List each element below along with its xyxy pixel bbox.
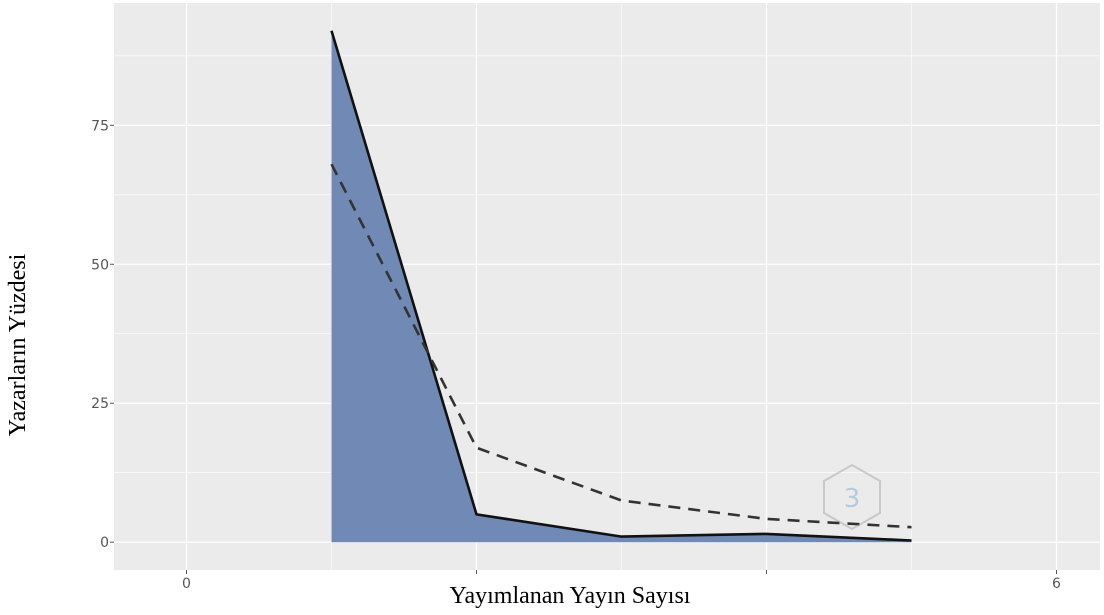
plot-panel: [114, 3, 1100, 570]
y-tick-label: 0: [100, 535, 109, 551]
y-axis-ticks: 0 25 50 75: [91, 118, 114, 551]
series-0-line: [330, 30, 912, 542]
series-0-area: [331, 30, 912, 543]
line-layer: [330, 30, 912, 542]
area-layer: [331, 30, 912, 543]
y-tick-label: 75: [91, 118, 109, 134]
x-tick-label: 0: [182, 576, 191, 592]
y-tick-label: 50: [91, 257, 109, 273]
svg-text:3: 3: [844, 484, 861, 514]
x-tick-label: 6: [1052, 576, 1061, 592]
x-axis-title: Yayımlanan Yayın Sayısı: [450, 583, 691, 609]
y-tick-label: 25: [91, 396, 109, 412]
grid-lines: [114, 3, 1100, 570]
y-axis-title: Yazarların Yüzdesi: [5, 253, 31, 436]
series-1-dashed-line: [330, 163, 912, 529]
hexagon-logo-icon: 3: [823, 463, 881, 531]
